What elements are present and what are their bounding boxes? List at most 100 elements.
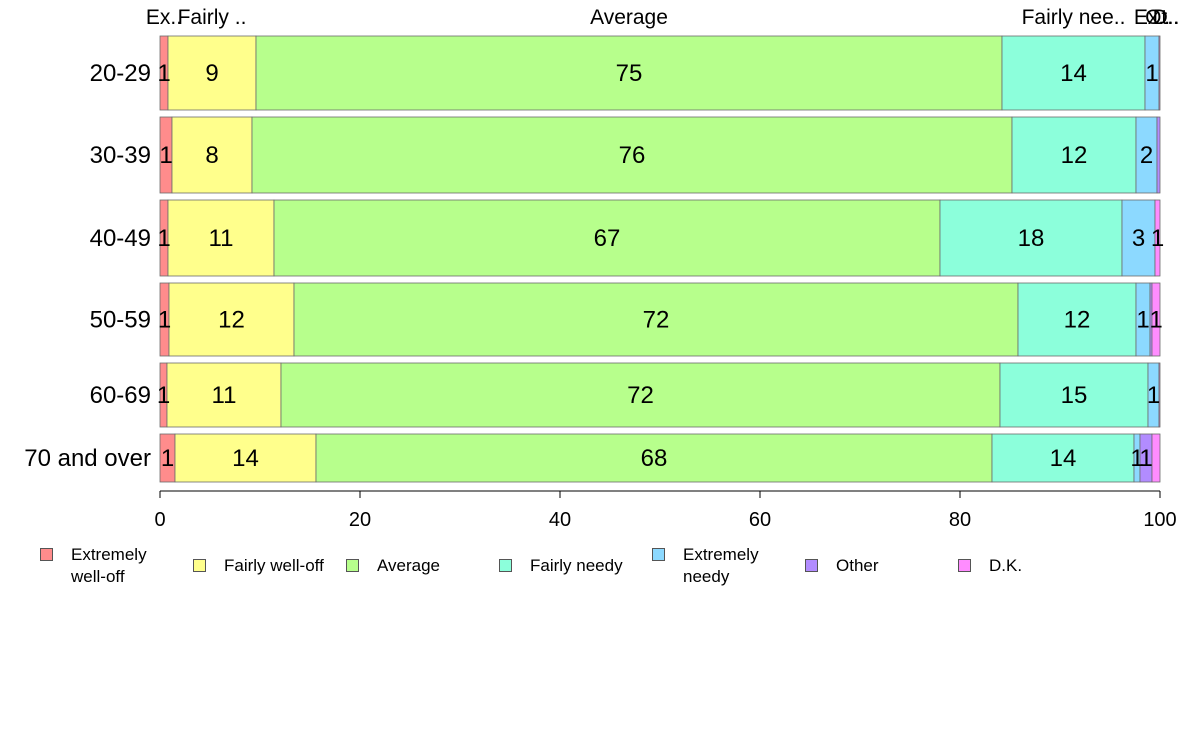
segment-value-label: 75: [616, 60, 643, 87]
bar-segment: [1011, 116, 1137, 194]
segment-value-label: 8: [205, 142, 218, 169]
bar-segment: [171, 116, 253, 194]
segment-value-label: 14: [1050, 445, 1077, 472]
y-category-label: 70 and over: [24, 445, 151, 472]
x-tick-label: 40: [549, 509, 571, 531]
legend-swatch: [805, 559, 818, 572]
segment-value-label: 1: [1136, 307, 1149, 334]
segment-value-label: 1: [1147, 382, 1160, 409]
bar-segment: [1151, 282, 1161, 357]
top-series-label: Average: [590, 6, 668, 29]
bar-segment: [1158, 35, 1161, 111]
segment-value-label: 72: [627, 382, 654, 409]
legend-swatch: [40, 548, 53, 561]
bar-segment: [1156, 116, 1161, 194]
segment-value-label: 14: [232, 445, 259, 472]
segment-value-label: 11: [212, 382, 237, 409]
bar-segment: [251, 116, 1013, 194]
legend-label: Other: [836, 556, 879, 575]
legend-item-average: Average: [346, 555, 440, 577]
top-series-label: Fairly nee..: [1022, 6, 1126, 29]
y-category-label: 40-49: [90, 225, 151, 252]
bar-segment: [167, 199, 275, 277]
segment-value-label: 12: [218, 307, 245, 334]
segment-value-label: 1: [157, 382, 170, 409]
top-series-label: Fairly ..: [178, 6, 247, 29]
bar-segment: [1017, 282, 1137, 357]
bar-segment: [1151, 433, 1161, 483]
bar-segment: [1154, 199, 1161, 277]
legend-label: Fairly well-off: [224, 556, 324, 575]
legend-label: Extremely well-off: [71, 545, 147, 586]
segment-value-label: 68: [641, 445, 668, 472]
legend-item-extremely-well-off: Extremely well-off: [40, 544, 147, 588]
segment-value-label: 12: [1064, 307, 1091, 334]
top-series-label: Ot..: [1145, 6, 1179, 29]
segment-value-label: 14: [1060, 60, 1087, 87]
y-axis-labels-group: 20-29 30-39 40-49 50-59 60-69 70 and over: [24, 60, 151, 472]
segment-value-label: 1: [1130, 445, 1143, 472]
y-category-label: 30-39: [90, 142, 151, 169]
segment-value-label: 76: [619, 142, 646, 169]
segment-value-label: 1: [1149, 307, 1162, 334]
segment-value-label: 1: [1139, 445, 1152, 472]
legend-item-fairly-needy: Fairly needy: [499, 555, 623, 577]
legend-swatch: [958, 559, 971, 572]
bar-segment: [1158, 362, 1161, 428]
bars-group: [159, 35, 1161, 483]
segment-value-label: 67: [594, 225, 621, 252]
bar-segment: [273, 199, 941, 277]
top-series-label: Ex..: [146, 6, 182, 29]
legend-label: D.K.: [989, 556, 1023, 575]
segment-value-label: 15: [1061, 382, 1088, 409]
y-category-label: 60-69: [90, 382, 151, 409]
bar-segment: [1121, 199, 1156, 277]
x-tick-label: 60: [749, 509, 771, 531]
segment-value-label: 1: [161, 445, 174, 472]
legend-label: Average: [377, 556, 441, 575]
x-tick-label: 0: [154, 509, 165, 531]
legend-item-extremely-needy: Extremely needy: [652, 544, 759, 588]
segment-value-label: 1: [158, 307, 171, 334]
legend-item-dk: D.K.: [958, 555, 1022, 577]
bar-segment: [293, 282, 1019, 357]
segment-value-label: 1: [159, 142, 172, 169]
legend-swatch: [346, 559, 359, 572]
legend-item-other: Other: [805, 555, 879, 577]
x-axis: 0 20 40 60 80 100: [154, 490, 1177, 531]
bar-segment: [174, 433, 317, 483]
x-tick-label: 100: [1143, 509, 1176, 531]
bar-segment: [280, 362, 1001, 428]
segment-value-label: 12: [1061, 142, 1088, 169]
legend-item-fairly-well-off: Fairly well-off: [193, 555, 324, 577]
segment-value-label: 18: [1018, 225, 1045, 252]
top-series-label: D..: [1153, 6, 1180, 29]
segment-value-label: 1: [1151, 225, 1164, 252]
segment-value-label: 1: [1145, 60, 1158, 87]
y-category-label: 50-59: [90, 307, 151, 334]
legend-swatch: [193, 559, 206, 572]
legend-swatch: [499, 559, 512, 572]
bar-segment: [315, 433, 993, 483]
bar-segment: [991, 433, 1135, 483]
legend: Extremely well-off Fairly well-off Avera…: [0, 540, 1188, 600]
legend-swatch: [652, 548, 665, 561]
y-category-label: 20-29: [90, 60, 151, 87]
segment-value-label: 1: [157, 225, 170, 252]
legend-label: Fairly needy: [530, 556, 623, 575]
x-tick-label: 20: [349, 509, 371, 531]
segment-value-label: 9: [205, 60, 218, 87]
segment-value-label: 1: [157, 60, 170, 87]
bar-segment: [999, 362, 1149, 428]
segment-value-label: 2: [1140, 142, 1153, 169]
stacked-bar-chart: 1 9 75 14 11 8 76 12 21 11 67 18 3 11 12 72 12 1 11 11 72 15 1…: [24, 6, 1180, 531]
legend-label: Extremely needy: [683, 545, 759, 586]
x-tick-label: 80: [949, 509, 971, 531]
bar-segment: [255, 35, 1003, 111]
segment-value-label: 11: [209, 225, 234, 252]
top-labels-group: Ex..Fairly .. Average Fairly nee.. Ex..Ot..…: [146, 6, 1180, 29]
segment-value-label: 3: [1132, 225, 1145, 252]
bar-segment: [168, 282, 295, 357]
segment-value-label: 72: [643, 307, 670, 334]
segment-labels-group: 1 9 75 14 11 8 76 12 21 11 67 18 3 11 12 72 12 1 11 11 72 15 1…: [157, 60, 1164, 472]
